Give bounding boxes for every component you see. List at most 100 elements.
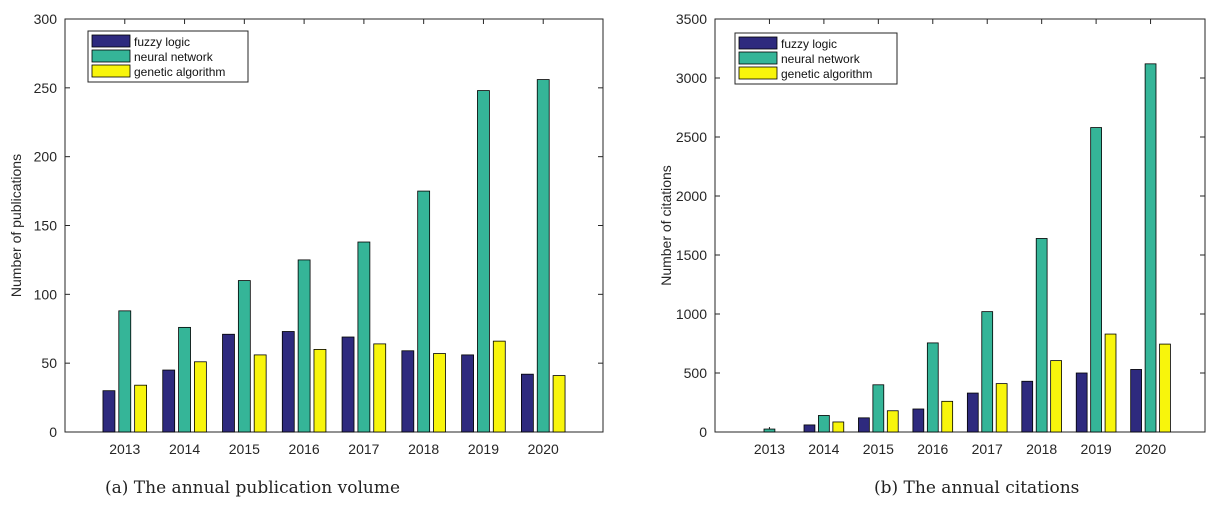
bar-fuzzy-logic-2015	[858, 417, 870, 433]
bar-neural-network-2017	[357, 241, 371, 433]
bar-fuzzy-logic-2020	[521, 373, 534, 433]
x-tick-label: 2016	[289, 441, 320, 457]
bar-genetic-algorithm-2016	[313, 348, 327, 433]
bar-neural-network-2019	[1090, 127, 1102, 433]
y-tick-label: 500	[684, 365, 708, 381]
chart-a: 0 50 100 150 200 250 300 Number of publications…	[8, 11, 604, 498]
x-tick-label: 2019	[1081, 441, 1112, 457]
bar-genetic-algorithm-2016	[941, 400, 954, 433]
legend-swatch	[91, 34, 131, 48]
bar-fuzzy-logic-2013	[102, 390, 116, 433]
bar-neural-network-2013	[118, 310, 132, 433]
y-tick-label: 1000	[676, 306, 707, 322]
bar-neural-network-2019	[477, 90, 490, 433]
x-tick-label: 2017	[972, 441, 1003, 457]
legend-label: fuzzy logic	[134, 35, 190, 49]
legend-swatch	[91, 49, 131, 63]
bar-fuzzy-logic-2016	[912, 408, 925, 433]
bar-genetic-algorithm-2019	[1104, 333, 1117, 433]
y-tick-label: 2500	[676, 129, 707, 145]
y-tick-label: 200	[34, 149, 58, 165]
x-tick-label: 2020	[1135, 441, 1166, 457]
legend-label: genetic algorithm	[781, 67, 872, 81]
bar-neural-network-2014	[178, 326, 191, 433]
axes-box	[714, 18, 1206, 433]
bar-fuzzy-logic-2019	[461, 354, 474, 433]
chart-a-plot: 0 50 100 150 200 250 300 Number of publications…	[8, 11, 604, 457]
y-tick-label: 1500	[676, 247, 707, 263]
bar-fuzzy-logic-2016	[281, 331, 295, 433]
bar-neural-network-2020	[1144, 63, 1157, 433]
legend-label: genetic algorithm	[134, 65, 225, 79]
bar-neural-network-2016	[297, 259, 311, 433]
x-tick-label: 2016	[917, 441, 948, 457]
bar-neural-network-2018	[417, 190, 431, 433]
bar-genetic-algorithm-2019	[492, 340, 506, 433]
bar-fuzzy-logic-2014	[803, 424, 816, 433]
x-tick-label: 2015	[863, 441, 894, 457]
bar-fuzzy-logic-2017	[341, 336, 355, 433]
bar-neural-network-2014	[818, 415, 830, 433]
bar-genetic-algorithm-2015	[886, 410, 899, 433]
y-tick-label: 50	[41, 355, 57, 371]
x-tick-label: 2013	[754, 441, 785, 457]
bar-neural-network-2013	[763, 428, 776, 433]
bar-genetic-algorithm-2018	[433, 353, 446, 433]
x-tick-label: 2019	[468, 441, 499, 457]
bar-neural-network-2015	[237, 280, 251, 433]
legend-swatch	[738, 51, 778, 65]
bar-genetic-algorithm-2020	[552, 375, 566, 433]
y-tick-label: 300	[34, 11, 58, 27]
x-tick-label: 2014	[169, 441, 200, 457]
legend-label: neural network	[781, 52, 861, 66]
bar-genetic-algorithm-2014	[194, 361, 207, 433]
bar-neural-network-2015	[872, 384, 885, 433]
bar-genetic-algorithm-2015	[253, 354, 267, 433]
y-tick-label: 100	[34, 286, 58, 302]
bar-genetic-algorithm-2014	[832, 421, 845, 433]
legend-label: neural network	[134, 50, 214, 64]
chart-b-plot: 0 500 1000 1500 2000 2500 3000 3500 Number of ci…	[658, 11, 1206, 457]
bar-neural-network-2016	[926, 342, 939, 433]
bar-fuzzy-logic-2017	[966, 392, 979, 433]
x-tick-label: 2013	[109, 441, 140, 457]
legend-swatch	[91, 64, 131, 78]
bar-fuzzy-logic-2015	[222, 333, 235, 433]
bar-fuzzy-logic-2018	[1021, 380, 1034, 433]
x-tick-label: 2015	[229, 441, 260, 457]
legend-swatch	[738, 66, 778, 80]
x-tick-label: 2018	[1026, 441, 1057, 457]
chart-b: 0 500 1000 1500 2000 2500 3000 3500 Number of ci…	[620, 0, 1231, 528]
chart-b-caption: (b) The annual citations	[874, 478, 1080, 498]
bar-genetic-algorithm-2017	[373, 343, 387, 433]
x-tick-label: 2018	[408, 441, 439, 457]
y-tick-label: 3000	[676, 70, 707, 86]
y-tick-label: 250	[34, 80, 58, 96]
y-axis-label: Number of publications	[8, 154, 24, 297]
y-tick-label: 0	[49, 424, 57, 440]
bar-genetic-algorithm-2018	[1050, 360, 1062, 433]
x-tick-label: 2020	[528, 441, 559, 457]
legend-swatch	[738, 36, 778, 50]
bar-genetic-algorithm-2017	[995, 383, 1008, 433]
bar-neural-network-2017	[981, 311, 994, 433]
bar-fuzzy-logic-2014	[162, 369, 176, 433]
bar-genetic-algorithm-2020	[1159, 343, 1171, 433]
y-tick-label: 0	[699, 424, 707, 440]
bar-fuzzy-logic-2019	[1075, 372, 1088, 433]
bar-neural-network-2020	[536, 79, 550, 433]
bar-fuzzy-logic-2020	[1130, 369, 1142, 433]
y-axis-label: Number of citations	[658, 165, 674, 286]
x-tick-label: 2017	[348, 441, 379, 457]
bar-fuzzy-logic-2018	[401, 350, 415, 433]
x-tick-label: 2014	[808, 441, 839, 457]
bar-neural-network-2018	[1035, 238, 1048, 433]
y-tick-label: 2000	[676, 188, 707, 204]
bar-genetic-algorithm-2013	[134, 384, 147, 433]
chart-a-caption: (a) The annual publication volume	[105, 478, 401, 498]
y-tick-label: 150	[34, 218, 58, 234]
y-tick-label: 3500	[676, 11, 707, 27]
legend-label: fuzzy logic	[781, 37, 837, 51]
